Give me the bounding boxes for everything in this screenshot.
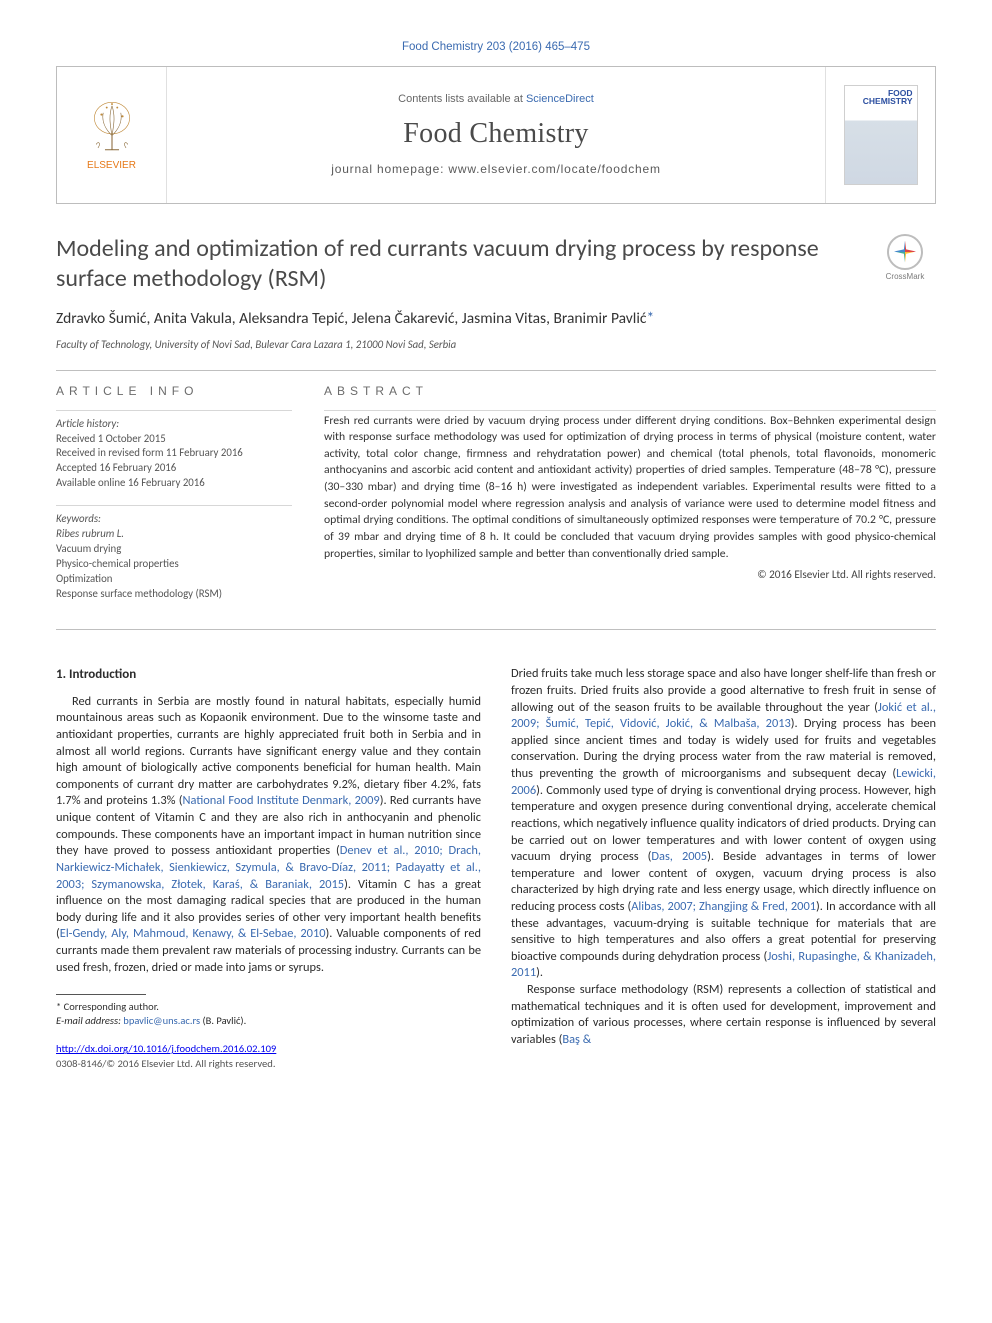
keyword: Response surface methodology (RSM) xyxy=(56,587,292,602)
keyword: Ribes rubrum L. xyxy=(56,527,292,542)
divider xyxy=(56,410,292,411)
citation-link[interactable]: Alibas, 2007; Zhangjing & Fred, 2001 xyxy=(631,899,816,914)
journal-header: ELSEVIER Contents lists available at Sci… xyxy=(56,66,936,204)
crossmark-widget[interactable]: CrossMark xyxy=(874,234,936,283)
keyword: Physico-chemical properties xyxy=(56,557,292,572)
article-history: Article history: Received 1 October 2015… xyxy=(56,413,292,491)
citation-link[interactable]: Das, 2005 xyxy=(651,849,707,864)
abstract-text: Fresh red currants were dried by vacuum … xyxy=(324,413,936,562)
citation-link[interactable]: National Food Institute Denmark, 2009 xyxy=(183,793,380,808)
abstract-column: ABSTRACT Fresh red currants were dried b… xyxy=(324,381,936,615)
issn-copyright: 0308-8146/© 2016 Elsevier Ltd. All right… xyxy=(56,1057,276,1070)
email-author: (B. Pavlić). xyxy=(200,1014,246,1027)
footnote-rule xyxy=(56,994,146,995)
abstract-heading: ABSTRACT xyxy=(324,381,936,399)
history-item: Available online 16 February 2016 xyxy=(56,476,292,491)
body-two-column: 1. Introduction Red currants in Serbia a… xyxy=(56,666,936,1070)
journal-homepage: journal homepage: www.elsevier.com/locat… xyxy=(167,161,825,177)
crossmark-icon xyxy=(887,234,923,270)
body-text: Red currants in Serbia are mostly found … xyxy=(56,694,481,809)
body-paragraph: Red currants in Serbia are mostly found … xyxy=(56,694,481,976)
publisher-logo-cell: ELSEVIER xyxy=(57,67,167,203)
divider xyxy=(324,410,936,411)
homepage-label: journal homepage: xyxy=(331,162,448,176)
body-paragraph: Dried fruits take much less storage spac… xyxy=(511,666,936,982)
contents-prefix: Contents lists available at xyxy=(398,93,526,105)
elsevier-tree-icon xyxy=(85,97,139,155)
article-info-column: ARTICLE INFO Article history: Received 1… xyxy=(56,381,292,615)
authors-text: Zdravko Šumić, Anita Vakula, Aleksandra … xyxy=(56,309,646,328)
affiliation: Faculty of Technology, University of Nov… xyxy=(56,338,936,353)
corr-author-label: * Corresponding author. xyxy=(56,1000,481,1014)
paper-title: Modeling and optimization of red currant… xyxy=(56,234,854,295)
journal-cover-icon: FOOD CHEMISTRY xyxy=(844,85,918,185)
corresponding-author-footer: * Corresponding author. E-mail address: … xyxy=(56,994,481,1028)
body-text: ). xyxy=(536,965,543,980)
citation-link[interactable]: El-Gendy, Aly, Mahmoud, Kenawy, & El-Seb… xyxy=(60,926,326,941)
doi-footer: http://dx.doi.org/10.1016/j.foodchem.201… xyxy=(56,1042,481,1070)
citation-link[interactable]: Baş & xyxy=(562,1032,591,1047)
email-label: E-mail address: xyxy=(56,1014,123,1027)
author-list: Zdravko Šumić, Anita Vakula, Aleksandra … xyxy=(56,309,936,330)
citation-line: Food Chemistry 203 (2016) 465–475 xyxy=(56,40,936,56)
abstract-copyright: © 2016 Elsevier Ltd. All rights reserved… xyxy=(324,568,936,583)
corresponding-marker: * xyxy=(646,309,654,328)
email-link[interactable]: bpavlic@uns.ac.rs xyxy=(123,1014,200,1027)
keywords-label: Keywords: xyxy=(56,512,292,527)
history-item: Received 1 October 2015 xyxy=(56,432,292,447)
corr-email-line: E-mail address: bpavlic@uns.ac.rs (B. Pa… xyxy=(56,1014,481,1028)
keyword: Vacuum drying xyxy=(56,542,292,557)
publisher-name: ELSEVIER xyxy=(87,159,136,173)
body-paragraph: Response surface methodology (RSM) repre… xyxy=(511,982,936,1048)
header-center: Contents lists available at ScienceDirec… xyxy=(167,67,825,203)
history-item: Accepted 16 February 2016 xyxy=(56,461,292,476)
divider xyxy=(56,505,292,506)
article-info-heading: ARTICLE INFO xyxy=(56,381,292,399)
doi-link[interactable]: http://dx.doi.org/10.1016/j.foodchem.201… xyxy=(56,1042,276,1055)
homepage-url[interactable]: www.elsevier.com/locate/foodchem xyxy=(448,162,660,176)
keyword-italic: Ribes rubrum L. xyxy=(56,527,292,542)
cover-title: FOOD CHEMISTRY xyxy=(863,89,913,107)
body-text: Dried fruits take much less storage spac… xyxy=(511,666,936,714)
section-heading: 1. Introduction xyxy=(56,666,481,683)
keywords-block: Keywords: Ribes rubrum L. Vacuum drying … xyxy=(56,508,292,601)
cover-cell: FOOD CHEMISTRY xyxy=(825,67,935,203)
sciencedirect-link[interactable]: ScienceDirect xyxy=(526,93,594,105)
crossmark-label: CrossMark xyxy=(886,272,925,283)
keyword: Optimization xyxy=(56,572,292,587)
contents-available: Contents lists available at ScienceDirec… xyxy=(167,92,825,107)
journal-name: Food Chemistry xyxy=(167,115,825,153)
history-item: Received in revised form 11 February 201… xyxy=(56,446,292,461)
history-label: Article history: xyxy=(56,417,292,432)
